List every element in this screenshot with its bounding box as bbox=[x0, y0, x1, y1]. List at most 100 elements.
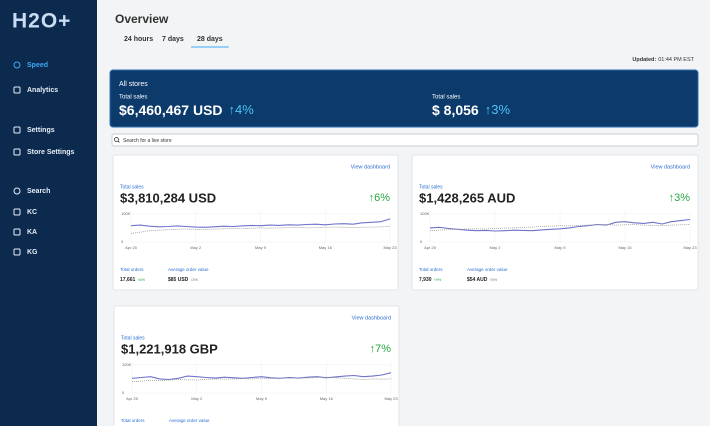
sales-line bbox=[429, 224, 691, 232]
nav-item[interactable]: Store Settings bbox=[27, 149, 75, 156]
sales-line bbox=[131, 376, 392, 383]
sales-line bbox=[130, 226, 391, 234]
orders: 7,930 ↑9% bbox=[419, 277, 442, 283]
updated-label: Updated: bbox=[632, 57, 656, 63]
aov-label: Average order value bbox=[168, 267, 209, 272]
store-card bbox=[113, 305, 400, 426]
total-sales: $6,460,467 USD bbox=[119, 102, 223, 118]
aov-change: ↑5% bbox=[489, 277, 497, 282]
orders-change: ↑9% bbox=[434, 277, 442, 282]
search-box[interactable] bbox=[111, 133, 699, 147]
orders: 17,661 ↑6% bbox=[120, 277, 146, 283]
x-tick-label: Apr 25 bbox=[125, 245, 138, 250]
x-tick-label: May 23 bbox=[384, 396, 398, 401]
aov: $54 AUD ↑5% bbox=[467, 277, 498, 283]
x-tick-label: May 2 bbox=[191, 396, 203, 401]
nav-icon bbox=[13, 61, 21, 69]
view-dashboard-link[interactable]: View dashboard bbox=[352, 315, 391, 321]
sales-label: Total sales bbox=[121, 335, 145, 341]
store-sales: $1,428,265 AUD bbox=[419, 190, 515, 205]
store-change: ↑6% bbox=[369, 192, 391, 204]
tab[interactable]: 24 hours bbox=[124, 36, 153, 43]
y-tick-label: 0 bbox=[121, 239, 124, 244]
sales-label: Total sales bbox=[120, 184, 144, 190]
search-icon bbox=[114, 137, 119, 142]
nav-icon bbox=[13, 208, 21, 216]
summary-banner bbox=[109, 69, 699, 128]
x-tick-label: May 23 bbox=[683, 245, 697, 250]
tab[interactable]: 28 days bbox=[197, 36, 223, 43]
nav-icon bbox=[13, 148, 21, 156]
sales-change: ↑4% bbox=[229, 102, 255, 117]
store-sales: $3,810,284 USD bbox=[120, 190, 216, 205]
x-tick-label: May 2 bbox=[190, 245, 202, 250]
aov-change: ↓3% bbox=[190, 277, 198, 282]
summary-label: Total sales bbox=[119, 95, 147, 101]
search-icon bbox=[117, 140, 120, 143]
updated-time: 01:44 PM EST bbox=[658, 57, 694, 63]
store-card bbox=[112, 154, 399, 291]
x-tick-label: May 2 bbox=[490, 245, 502, 250]
y-tick-label: 100K bbox=[420, 211, 430, 216]
sales-label: Total sales bbox=[419, 184, 443, 190]
aov-value: $54 AUD bbox=[467, 277, 488, 283]
x-tick-label: May 16 bbox=[618, 245, 632, 250]
page-title: Overview bbox=[115, 12, 169, 26]
x-tick-label: May 9 bbox=[255, 245, 267, 250]
summary-value: $6,460,467 USD ↑4% bbox=[119, 102, 254, 118]
y-tick-label: 0 bbox=[122, 390, 125, 395]
nav-icon bbox=[13, 187, 21, 195]
orders-value: 7,930 bbox=[419, 277, 432, 283]
nav-item[interactable]: Speed bbox=[27, 62, 48, 69]
nav-item[interactable]: Analytics bbox=[27, 87, 58, 94]
orders-label: Total orders bbox=[419, 267, 443, 272]
nav-item[interactable]: KA bbox=[27, 229, 37, 236]
nav-icon bbox=[13, 248, 21, 256]
aov-value: $85 USD bbox=[168, 277, 189, 283]
nav-item[interactable]: Settings bbox=[27, 127, 55, 134]
orders-label: Total orders bbox=[120, 267, 144, 272]
aov-label: Average order value bbox=[467, 267, 508, 272]
x-tick-label: May 16 bbox=[319, 245, 333, 250]
sales-change: ↑3% bbox=[485, 102, 511, 117]
nav-icon bbox=[13, 86, 21, 94]
nav-icon bbox=[13, 126, 21, 134]
nav-item[interactable]: Search bbox=[27, 188, 50, 195]
x-tick-label: Apr 25 bbox=[424, 245, 437, 250]
orders-change: ↑6% bbox=[137, 277, 145, 282]
y-tick-label: 0 bbox=[420, 239, 423, 244]
store-card bbox=[411, 154, 699, 291]
x-tick-label: May 16 bbox=[320, 396, 334, 401]
summary-title: All stores bbox=[119, 81, 148, 88]
sales-line bbox=[130, 218, 391, 228]
store-change: ↑3% bbox=[669, 192, 691, 204]
view-dashboard-link[interactable]: View dashboard bbox=[351, 164, 390, 170]
summary-label: Total sales bbox=[432, 95, 460, 101]
updated: Updated: 01:44 PM EST bbox=[632, 57, 694, 63]
sales-line bbox=[429, 218, 691, 232]
y-tick-label: 100K bbox=[122, 362, 132, 367]
tab[interactable]: 7 days bbox=[162, 36, 184, 43]
x-tick-label: Apr 25 bbox=[126, 396, 139, 401]
store-change: ↑7% bbox=[370, 343, 392, 355]
summary-value: $ 8,056 ↑3% bbox=[432, 102, 510, 118]
store-sales: $1,221,918 GBP bbox=[121, 341, 218, 356]
logo[interactable]: H2O+ bbox=[12, 10, 71, 33]
orders-value: 17,661 bbox=[120, 277, 136, 283]
y-tick-label: 100K bbox=[121, 211, 131, 216]
sales-line bbox=[131, 372, 392, 381]
view-dashboard-link[interactable]: View dashboard bbox=[651, 164, 690, 170]
aov: $85 USD ↓3% bbox=[168, 277, 199, 283]
search-placeholder: Search for a live store bbox=[123, 138, 172, 144]
total-sales: $ 8,056 bbox=[432, 102, 479, 118]
orders-label: Total orders bbox=[121, 418, 145, 423]
nav-item[interactable]: KC bbox=[27, 209, 37, 216]
x-tick-label: May 9 bbox=[256, 396, 268, 401]
nav-icon bbox=[13, 228, 21, 236]
aov-label: Average order value bbox=[169, 418, 210, 423]
sidebar bbox=[0, 0, 97, 426]
x-tick-label: May 23 bbox=[383, 245, 397, 250]
nav-item[interactable]: KG bbox=[27, 249, 38, 256]
